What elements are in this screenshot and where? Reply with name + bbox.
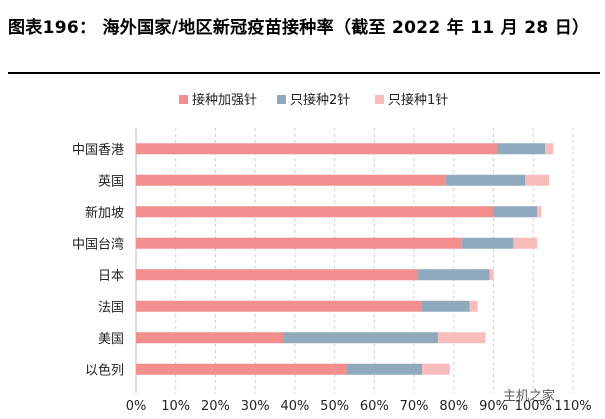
- bar-以色列-接种加强针: [136, 363, 347, 375]
- x-tick-label: 70%: [400, 399, 429, 414]
- bar-新加坡-接种加强针: [136, 206, 494, 218]
- legend-label: 只接种1针: [388, 92, 448, 108]
- legend-swatch: [375, 95, 384, 104]
- chart-title: 图表196： 海外国家/地区新冠疫苗接种率（截至 2022 年 11 月 28 …: [8, 18, 590, 38]
- title-underline: [8, 72, 600, 74]
- bar-日本-只接种1针: [489, 269, 494, 281]
- x-tick-label: 0%: [126, 399, 147, 414]
- category-label: 美国: [98, 332, 124, 347]
- bar-英国-只接种1针: [525, 174, 550, 186]
- bar-中国台湾-接种加强针: [136, 237, 462, 249]
- category-label: 法国: [98, 300, 124, 315]
- x-tick-label: 110%: [554, 399, 591, 414]
- bar-中国香港-只接种1针: [545, 143, 554, 155]
- legend-label: 只接种2针: [290, 92, 350, 108]
- bar-日本-接种加强针: [136, 269, 419, 281]
- category-label: 新加坡: [85, 205, 124, 221]
- bar-美国-接种加强针: [136, 332, 283, 344]
- bar-以色列-只接种1针: [422, 363, 450, 375]
- bar-美国-只接种1针: [437, 332, 486, 344]
- bar-法国-只接种1针: [469, 300, 478, 312]
- bar-日本-只接种2针: [418, 269, 490, 281]
- bar-中国台湾-只接种2针: [461, 237, 514, 249]
- legend-label: 接种加强针: [192, 92, 257, 108]
- bar-中国台湾-只接种1针: [513, 237, 538, 249]
- watermark-logo: 主机之家: [503, 388, 555, 404]
- bar-中国香港-只接种2针: [497, 143, 546, 155]
- category-label: 以色列: [85, 362, 124, 378]
- bar-法国-接种加强针: [136, 300, 423, 312]
- legend-swatch: [179, 95, 188, 104]
- bar-新加坡-只接种2针: [493, 206, 538, 218]
- bar-新加坡-只接种1针: [537, 206, 542, 218]
- bar-以色列-只接种2针: [346, 363, 423, 375]
- x-tick-label: 20%: [201, 399, 230, 414]
- bar-美国-只接种2针: [282, 332, 438, 344]
- category-label: 英国: [98, 174, 124, 189]
- x-tick-label: 30%: [241, 399, 270, 414]
- x-tick-label: 10%: [161, 399, 190, 414]
- legend-swatch: [277, 95, 286, 104]
- x-tick-label: 50%: [320, 399, 349, 414]
- category-label: 日本: [98, 269, 124, 284]
- category-label: 中国台湾: [72, 236, 124, 252]
- bar-中国香港-接种加强针: [136, 143, 498, 155]
- category-label: 中国香港: [72, 143, 124, 158]
- x-tick-label: 100%: [515, 399, 552, 414]
- x-tick-label: 60%: [360, 399, 389, 414]
- x-tick-label: 90%: [479, 399, 508, 414]
- x-tick-label: 40%: [280, 399, 309, 414]
- bar-英国-接种加强针: [136, 174, 446, 186]
- x-tick-label: 80%: [439, 399, 468, 414]
- bar-法国-只接种2针: [422, 300, 470, 312]
- bar-英国-只接种2针: [445, 174, 526, 186]
